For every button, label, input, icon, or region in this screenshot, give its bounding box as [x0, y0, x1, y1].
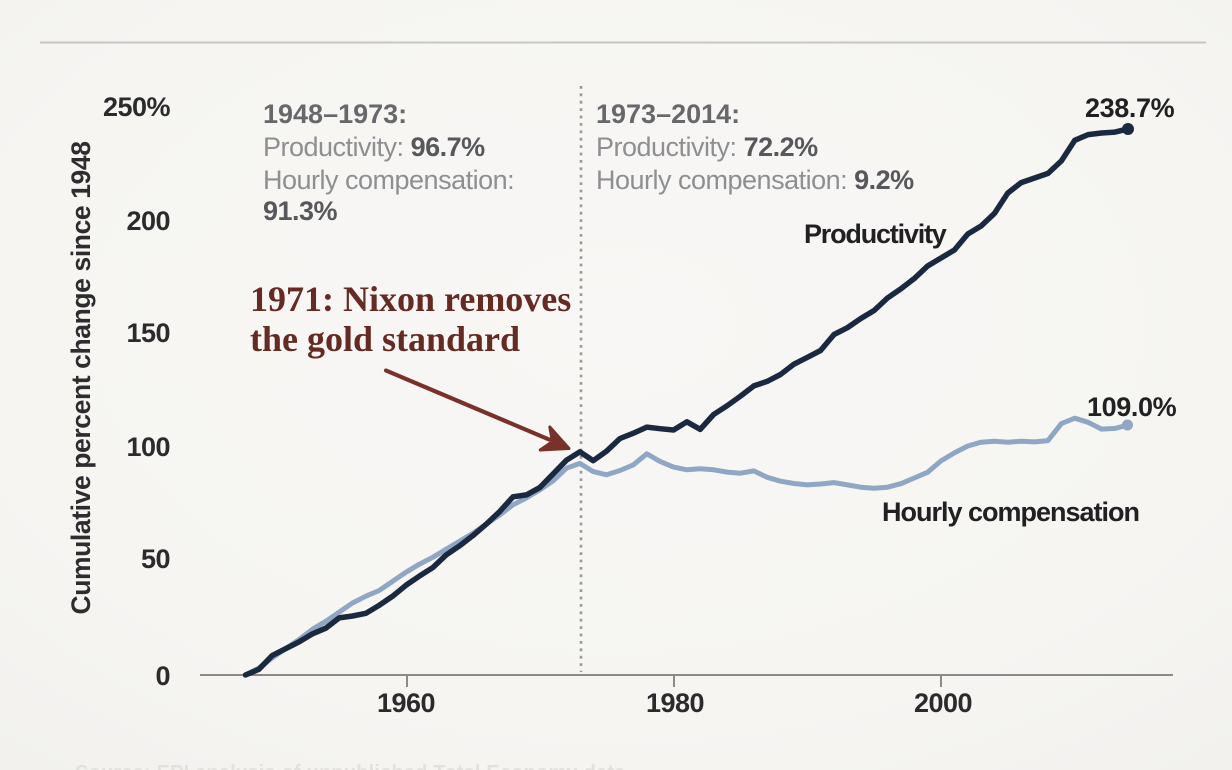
- svg-text:100: 100: [126, 432, 170, 462]
- svg-text:Productivity: Productivity: [804, 219, 947, 249]
- svg-text:1980: 1980: [646, 688, 704, 718]
- svg-text:1960: 1960: [377, 688, 435, 718]
- svg-text:1948–1973:: 1948–1973:: [263, 99, 407, 129]
- svg-text:109.0%: 109.0%: [1087, 392, 1177, 422]
- svg-text:Productivity: 96.7%: Productivity: 96.7%: [263, 132, 485, 162]
- svg-text:2000: 2000: [914, 688, 972, 718]
- svg-text:50: 50: [141, 544, 170, 574]
- svg-text:the gold standard: the gold standard: [250, 319, 520, 359]
- svg-text:Source: EPI analysis of unpubl: Source: EPI analysis of unpublished Tota…: [75, 762, 626, 770]
- svg-text:Hourly compensation: 9.2%: Hourly compensation: 9.2%: [596, 165, 914, 195]
- svg-text:Hourly compensation: Hourly compensation: [882, 497, 1139, 527]
- svg-text:1971: Nixon removes: 1971: Nixon removes: [250, 279, 571, 319]
- svg-text:Cumulative percent change sinc: Cumulative percent change since 1948: [66, 141, 96, 614]
- svg-text:Productivity: 72.2%: Productivity: 72.2%: [596, 132, 818, 162]
- svg-text:91.3%: 91.3%: [263, 196, 338, 226]
- svg-text:Hourly compensation:: Hourly compensation:: [263, 165, 514, 195]
- svg-text:0: 0: [155, 661, 170, 691]
- svg-text:250%: 250%: [103, 92, 171, 122]
- svg-text:238.7%: 238.7%: [1085, 93, 1175, 123]
- svg-text:1973–2014:: 1973–2014:: [596, 99, 740, 129]
- svg-text:200: 200: [126, 206, 170, 236]
- svg-text:150: 150: [126, 318, 170, 348]
